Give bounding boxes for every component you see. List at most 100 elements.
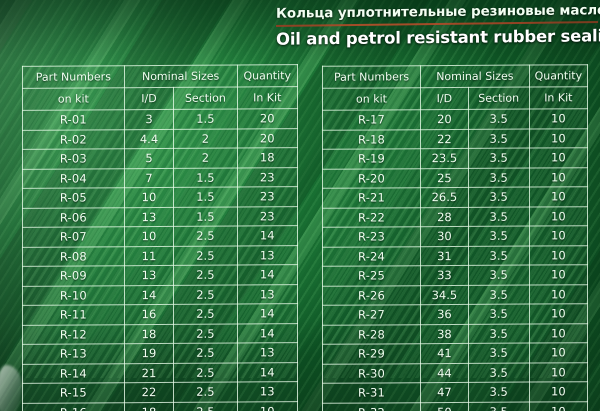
subcolumn-header-section: Section <box>173 87 237 110</box>
cell-part-number: R-32 <box>322 402 421 411</box>
cell-inner-diameter: 3 <box>124 109 174 130</box>
background-top-shadow <box>0 0 600 62</box>
parts-table-left: Part Numbers Nominal Sizes Quantity on kit I… <box>22 64 298 411</box>
cell-section: 3.5 <box>468 401 530 411</box>
cell-part-number: R-01 <box>22 109 125 130</box>
cell-section: 2.5 <box>173 343 237 363</box>
cell-part-number: R-05 <box>22 187 125 208</box>
cell-section: 1.5 <box>173 167 237 188</box>
cell-part-number: R-21 <box>322 187 421 208</box>
table-row: R-12 18 2.5 14 <box>22 323 298 345</box>
subcolumn-header-in-kit: In Kit <box>237 86 298 110</box>
parts-table-right: Part Numbers Nominal Sizes Quantity on kit I… <box>322 64 588 411</box>
cell-inner-diameter: 16 <box>124 304 174 325</box>
table-row: R-10 14 2.5 13 <box>22 284 298 306</box>
table-row: R-09 13 2.5 14 <box>22 264 298 286</box>
cell-section: 2.5 <box>173 265 237 285</box>
cell-part-number: R-13 <box>22 343 125 364</box>
cell-section: 2 <box>173 128 237 149</box>
cell-quantity-in-kit: 10 <box>529 342 588 363</box>
cell-section: 3.5 <box>468 226 530 246</box>
cell-section: 2 <box>173 148 237 168</box>
cell-part-number: R-23 <box>322 226 421 247</box>
cell-part-number: R-30 <box>322 363 421 384</box>
cell-quantity-in-kit: 14 <box>237 225 298 246</box>
cell-inner-diameter: 50 <box>420 401 469 411</box>
subcolumn-header-i-d: I/D <box>124 87 174 110</box>
subcolumn-header-section: Section <box>468 87 530 110</box>
cell-quantity-in-kit: 14 <box>237 264 298 285</box>
cell-part-number: R-04 <box>22 168 125 189</box>
subcolumn-header-on-kit: on kit <box>322 87 421 111</box>
cell-quantity-in-kit: 10 <box>529 381 588 402</box>
cell-section: 3.5 <box>468 362 530 383</box>
cell-inner-diameter: 7 <box>124 167 174 188</box>
cell-quantity-in-kit: 10 <box>529 303 588 324</box>
cell-part-number: R-14 <box>22 363 125 384</box>
cell-quantity-in-kit: 13 <box>237 245 298 266</box>
cell-section: 3.5 <box>468 148 530 168</box>
cell-section: 3.5 <box>468 167 530 188</box>
subcolumn-header-in-kit: In Kit <box>529 86 588 110</box>
cell-section: 3.5 <box>468 323 530 344</box>
table-row: R-18 22 3.5 10 <box>322 128 588 150</box>
header-row-secondary: on kit I/D Section In Kit <box>22 86 298 111</box>
cell-quantity-in-kit: 23 <box>237 167 298 188</box>
table-row: R-11 16 2.5 14 <box>22 303 298 325</box>
header-row-secondary: on kit I/D Section In Kit <box>322 86 588 111</box>
cell-quantity-in-kit: 14 <box>237 362 298 383</box>
cell-inner-diameter: 4.4 <box>124 128 174 149</box>
table-row: R-27 36 3.5 10 <box>322 303 588 325</box>
cell-quantity-in-kit: 13 <box>237 284 298 305</box>
cell-section: 3.5 <box>468 128 530 149</box>
cell-section: 3.5 <box>468 206 530 227</box>
header-row-primary: Part Numbers Nominal Sizes Quantity <box>22 64 298 89</box>
cell-section: 2.5 <box>173 382 237 402</box>
table-row: R-05 10 1.5 23 <box>22 186 298 208</box>
cell-inner-diameter: 13 <box>124 206 174 227</box>
cell-section: 1.5 <box>173 109 237 129</box>
cell-inner-diameter: 5 <box>124 148 174 169</box>
cell-quantity-in-kit: 23 <box>237 186 298 207</box>
cell-section: 3.5 <box>468 284 530 305</box>
cell-inner-diameter: 13 <box>124 265 174 286</box>
column-header-quantity: Quantity <box>237 64 298 88</box>
cell-inner-diameter: 26.5 <box>420 187 469 208</box>
cell-section: 3.5 <box>468 109 530 129</box>
cell-quantity-in-kit: 20 <box>237 128 298 149</box>
table-row: R-14 21 2.5 14 <box>22 362 298 384</box>
table-row: R-20 25 3.5 10 <box>322 167 588 189</box>
table-body: R-01 3 1.5 20 R-02 4.4 2 20 R-03 5 2 18 R-04 7 1.5 23 R-… <box>22 108 298 411</box>
cell-section: 2.5 <box>173 401 237 411</box>
cell-part-number: R-17 <box>322 109 421 130</box>
cell-inner-diameter: 25 <box>420 167 469 188</box>
title-russian: Кольца уплотнительные резиновые маслобен… <box>276 1 600 22</box>
cell-inner-diameter: 28 <box>420 206 469 227</box>
cell-part-number: R-15 <box>22 382 125 403</box>
cell-part-number: R-19 <box>322 148 421 169</box>
cell-quantity-in-kit: 10 <box>237 401 298 411</box>
table-row: R-31 47 3.5 10 <box>322 381 588 403</box>
table-row: R-19 23.5 3.5 10 <box>322 147 588 169</box>
column-header-part-numbers: Part Numbers <box>22 65 125 89</box>
cell-inner-diameter: 18 <box>124 401 174 411</box>
cell-part-number: R-03 <box>22 148 125 169</box>
table-row: R-04 7 1.5 23 <box>22 167 298 189</box>
cell-quantity-in-kit: 10 <box>529 147 588 168</box>
table-row: R-22 28 3.5 10 <box>322 206 588 228</box>
cell-section: 2.5 <box>173 323 237 344</box>
cell-inner-diameter: 34.5 <box>420 284 469 305</box>
table-body: R-17 20 3.5 10 R-18 22 3.5 10 R-19 23.5 3.5 10 R-20 2… <box>322 108 588 411</box>
cell-inner-diameter: 41 <box>420 343 469 364</box>
cell-part-number: R-27 <box>322 304 421 325</box>
table-row: R-23 30 3.5 10 <box>322 225 588 247</box>
cell-part-number: R-25 <box>322 265 421 286</box>
cell-section: 1.5 <box>173 206 237 227</box>
column-header-nominal-sizes: Nominal Sizes <box>420 65 530 88</box>
table-header: Part Numbers Nominal Sizes Quantity on kit I… <box>22 64 298 111</box>
cell-quantity-in-kit: 10 <box>529 108 588 129</box>
cell-quantity-in-kit: 10 <box>529 225 588 246</box>
cell-inner-diameter: 22 <box>420 128 469 149</box>
